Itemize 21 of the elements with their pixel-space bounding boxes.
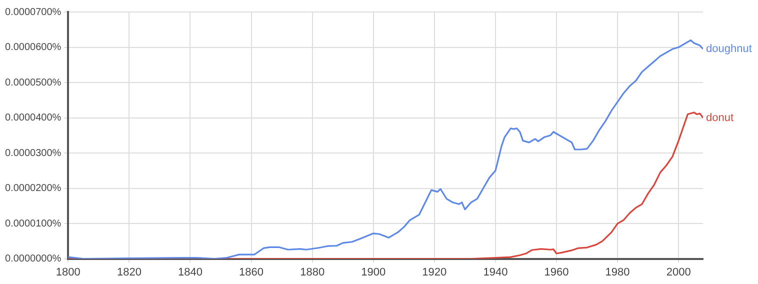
x-tick-label: 1940 bbox=[483, 266, 508, 278]
y-tick-label: 0.0000400% bbox=[4, 112, 62, 124]
x-tick-label: 1900 bbox=[361, 266, 386, 278]
x-tick-label: 1800 bbox=[56, 266, 80, 278]
x-tick-label: 1860 bbox=[239, 266, 264, 278]
y-tick-label: 0.0000200% bbox=[4, 183, 62, 194]
y-tick-label: 0.0000600% bbox=[4, 42, 62, 54]
x-tick-label: 1960 bbox=[544, 266, 569, 278]
y-tick-label: 0.0000300% bbox=[4, 148, 62, 159]
y-tick-label: 0.0000000% bbox=[4, 254, 62, 265]
y-tick-label: 0.0000500% bbox=[4, 77, 62, 88]
y-tick-label: 0.0000700% bbox=[4, 6, 62, 18]
x-tick-label: 1980 bbox=[605, 266, 630, 278]
series-label: doughnut bbox=[706, 43, 752, 56]
x-tick-label: 1880 bbox=[300, 266, 325, 278]
x-tick-label: 1920 bbox=[422, 266, 447, 278]
y-tick-label: 0.0000100% bbox=[4, 218, 62, 230]
x-tick-label: 2000 bbox=[666, 266, 691, 278]
x-tick-label: 1840 bbox=[178, 266, 202, 278]
x-tick-label: 1820 bbox=[116, 266, 142, 278]
series-label: donut bbox=[706, 112, 734, 124]
